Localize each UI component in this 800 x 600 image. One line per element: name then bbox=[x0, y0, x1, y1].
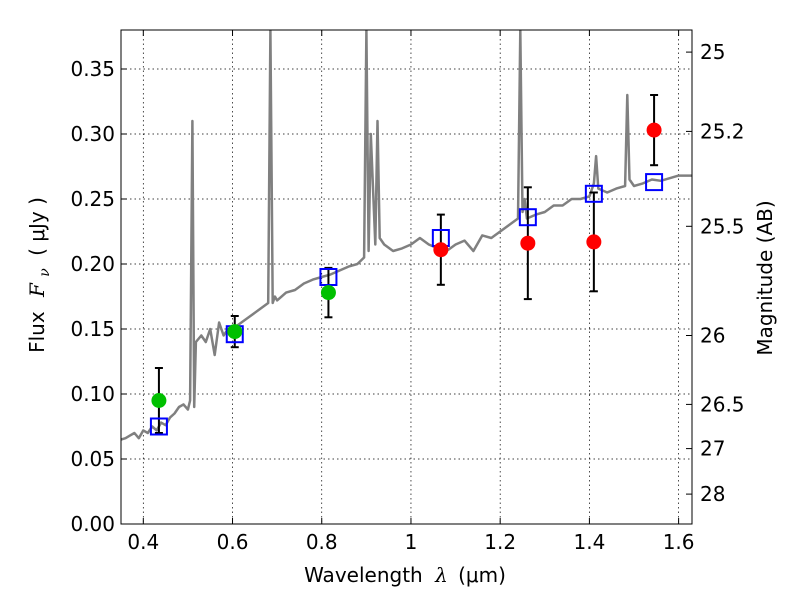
green-data-point bbox=[151, 393, 167, 408]
x-axis-symbol: λ bbox=[434, 563, 448, 587]
y-axis-unit: ( μJy ) bbox=[25, 197, 49, 256]
x-tick-label: 0.8 bbox=[306, 530, 338, 554]
grid bbox=[121, 30, 692, 525]
red-data-point bbox=[433, 242, 449, 258]
model-spectrum-layer bbox=[121, 30, 692, 441]
y2-tick-label: 27 bbox=[700, 437, 725, 461]
x-tick-label: 0.6 bbox=[217, 530, 249, 554]
y2-tick-label: 25 bbox=[700, 40, 725, 64]
y-tick-label: 0.10 bbox=[70, 382, 115, 406]
y-tick-label: 0.25 bbox=[70, 187, 115, 211]
x-axis-unit: (μm) bbox=[458, 563, 506, 587]
y-axis-symbol: F bbox=[25, 282, 49, 298]
green-data-point bbox=[227, 324, 243, 340]
plot-frame bbox=[120, 29, 693, 525]
x-axis-title: Wavelength bbox=[304, 563, 423, 587]
red-data-point bbox=[520, 235, 536, 251]
y2-tick-label: 26 bbox=[700, 324, 725, 348]
y-tick-label: 0.00 bbox=[70, 512, 115, 536]
model-band-box bbox=[518, 208, 537, 227]
x-axis-label: Wavelength λ (μm) bbox=[304, 563, 506, 587]
green-data-point bbox=[320, 285, 336, 301]
y-tick-label: 0.30 bbox=[70, 122, 115, 146]
y-tick-label: 0.15 bbox=[70, 317, 115, 341]
x-tick-label: 0.4 bbox=[127, 530, 159, 554]
model-band-box bbox=[149, 417, 168, 436]
red-data-point bbox=[646, 122, 662, 138]
y2-axis-label: Magnitude (AB) bbox=[753, 200, 777, 355]
y-axis-label: Flux F ν ( μJy ) bbox=[25, 197, 54, 353]
x-tick-label: 1 bbox=[405, 530, 418, 554]
x-tick-label: 1.4 bbox=[573, 530, 605, 554]
model-band-box bbox=[584, 184, 603, 203]
y2-tick-label: 25.2 bbox=[700, 119, 745, 143]
y2-tick-label: 26.5 bbox=[700, 392, 745, 416]
y-axis-subscript: ν bbox=[37, 268, 53, 277]
points-layer bbox=[149, 122, 664, 436]
model-band-box bbox=[645, 173, 664, 192]
y-axis-title: Flux bbox=[25, 311, 49, 353]
model-band-box bbox=[319, 268, 338, 286]
x-tick-label: 1.6 bbox=[663, 530, 695, 554]
y2-tick-label: 28 bbox=[700, 482, 725, 506]
model-spectrum-line bbox=[121, 30, 692, 441]
y2-tick-label: 25.5 bbox=[700, 214, 745, 238]
y-tick-label: 0.20 bbox=[70, 252, 115, 276]
red-data-point bbox=[586, 234, 602, 250]
y-tick-label: 0.35 bbox=[70, 57, 115, 81]
x-tick-label: 1.2 bbox=[484, 530, 516, 554]
ticks: 0.4 0.6 0.8 1 1.2 1.4 1.6 0.00 0.05 0.10 0.15 0.20 0… bbox=[70, 30, 745, 554]
y-tick-label: 0.05 bbox=[70, 447, 115, 471]
